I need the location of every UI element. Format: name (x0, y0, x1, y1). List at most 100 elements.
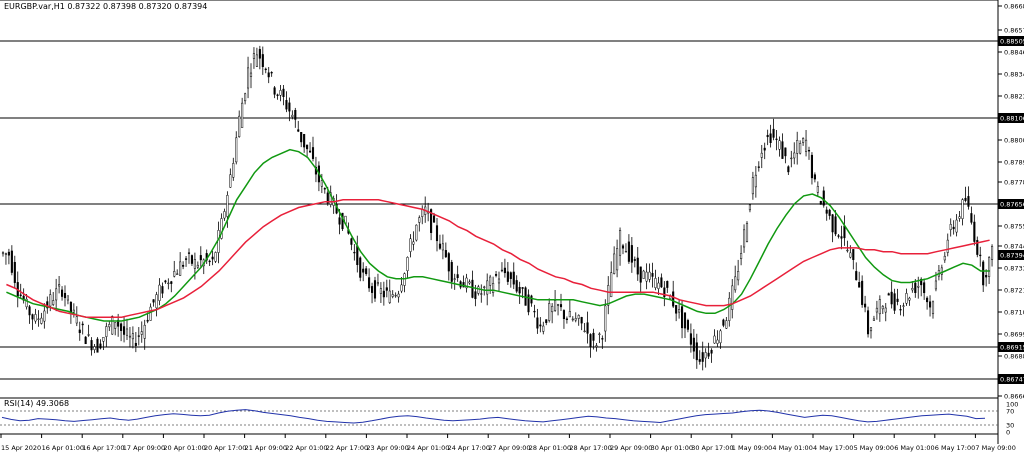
candle-body (477, 286, 480, 294)
candle-body (311, 147, 315, 159)
candle-body (353, 251, 356, 254)
candle-body (917, 285, 920, 288)
candle-body (722, 319, 725, 326)
time-tick-label: 5 May 09:00 (854, 444, 894, 452)
candle-body (134, 342, 137, 346)
candle-body (686, 320, 690, 330)
candle-body (911, 287, 914, 291)
rsi-panel-frame (0, 397, 998, 435)
rsi-tick-label: 0 (1006, 429, 1010, 437)
candle-body (409, 238, 412, 252)
time-tick-label: 6 May 01:00 (894, 444, 934, 452)
candle-body (486, 280, 489, 295)
candle-body (226, 195, 229, 217)
candle-body (778, 140, 781, 150)
candle-body (480, 293, 483, 295)
candle-body (554, 300, 557, 311)
candle-body (376, 282, 380, 285)
price-tick-label: 0.88230 (1004, 93, 1024, 101)
candle-body (822, 190, 825, 206)
candle-body (368, 277, 371, 289)
candle-body (258, 49, 261, 59)
candle-body (604, 305, 607, 332)
candle-body (81, 323, 84, 326)
candle-body (843, 225, 846, 239)
candle-body (249, 72, 253, 77)
candle-body (678, 309, 681, 313)
candle-body (391, 294, 394, 297)
candle-body (952, 226, 955, 230)
candle-body (78, 329, 81, 334)
time-tick-label: 1 May 09:00 (732, 444, 772, 452)
candle-body (881, 306, 884, 310)
candle-body (140, 331, 143, 335)
rsi-tick-label: 30 (1006, 422, 1014, 430)
candle-body (955, 219, 958, 233)
candle-body (152, 299, 155, 303)
candle-body (716, 339, 719, 344)
candle-body (654, 278, 657, 288)
candle-body (320, 180, 323, 187)
time-tick-label: 20 Apr 17:00 (204, 444, 246, 452)
candle-body (500, 269, 504, 272)
candle-body (837, 235, 840, 237)
candle-body (509, 272, 512, 279)
candle-body (297, 129, 300, 132)
candle-body (970, 213, 973, 223)
level-tag (998, 342, 1024, 352)
price-tick-label: 0.87105 (1004, 309, 1024, 317)
candle-body (571, 318, 574, 321)
candle-body (890, 291, 893, 305)
candle-body (926, 297, 929, 303)
price-tick-label: 0.88345 (1004, 71, 1024, 79)
candle-body (586, 322, 589, 334)
time-tick-label: 20 Apr 01:00 (163, 444, 205, 452)
candle-body (214, 252, 217, 262)
candle-body (155, 294, 158, 309)
candle-body (988, 257, 991, 277)
candle-body (621, 245, 625, 249)
candle-body (946, 239, 949, 253)
candle-body (710, 349, 713, 354)
candle-body (438, 243, 442, 249)
candle-body (96, 338, 99, 353)
candle-body (10, 250, 13, 273)
candle-body (834, 216, 837, 235)
candle-body (884, 307, 887, 313)
candle-body (238, 115, 241, 137)
candle-body (241, 102, 244, 128)
candle-body (896, 298, 899, 302)
time-tick-label: 7 May 09:00 (975, 444, 1015, 452)
candle-body (568, 311, 571, 318)
candle-body (961, 199, 964, 219)
candle-body (474, 291, 477, 300)
candle-body (976, 240, 979, 255)
candle-body (308, 150, 312, 153)
candle-body (43, 310, 46, 322)
price-tick-label: 0.87555 (1004, 223, 1024, 231)
candle-body (618, 229, 622, 256)
candle-body (819, 201, 822, 205)
candle-body (497, 278, 501, 284)
candle-body (19, 294, 22, 296)
candle-body (276, 94, 279, 96)
candle-body (772, 128, 775, 138)
candle-body (211, 256, 214, 260)
candle-body (648, 271, 651, 280)
candle-body (385, 287, 388, 291)
candle-body (300, 132, 303, 143)
candle-body (748, 204, 752, 211)
candle-body (692, 337, 695, 352)
candle-body (69, 301, 72, 313)
candle-body (689, 333, 692, 345)
candle-body (887, 293, 890, 296)
candle-body (990, 246, 994, 260)
candle-body (740, 253, 743, 259)
candle-body (731, 285, 734, 310)
candle-body (397, 293, 400, 298)
candle-body (666, 281, 669, 288)
candle-body (627, 241, 630, 262)
candle-body (235, 137, 238, 163)
candle-body (725, 320, 728, 329)
